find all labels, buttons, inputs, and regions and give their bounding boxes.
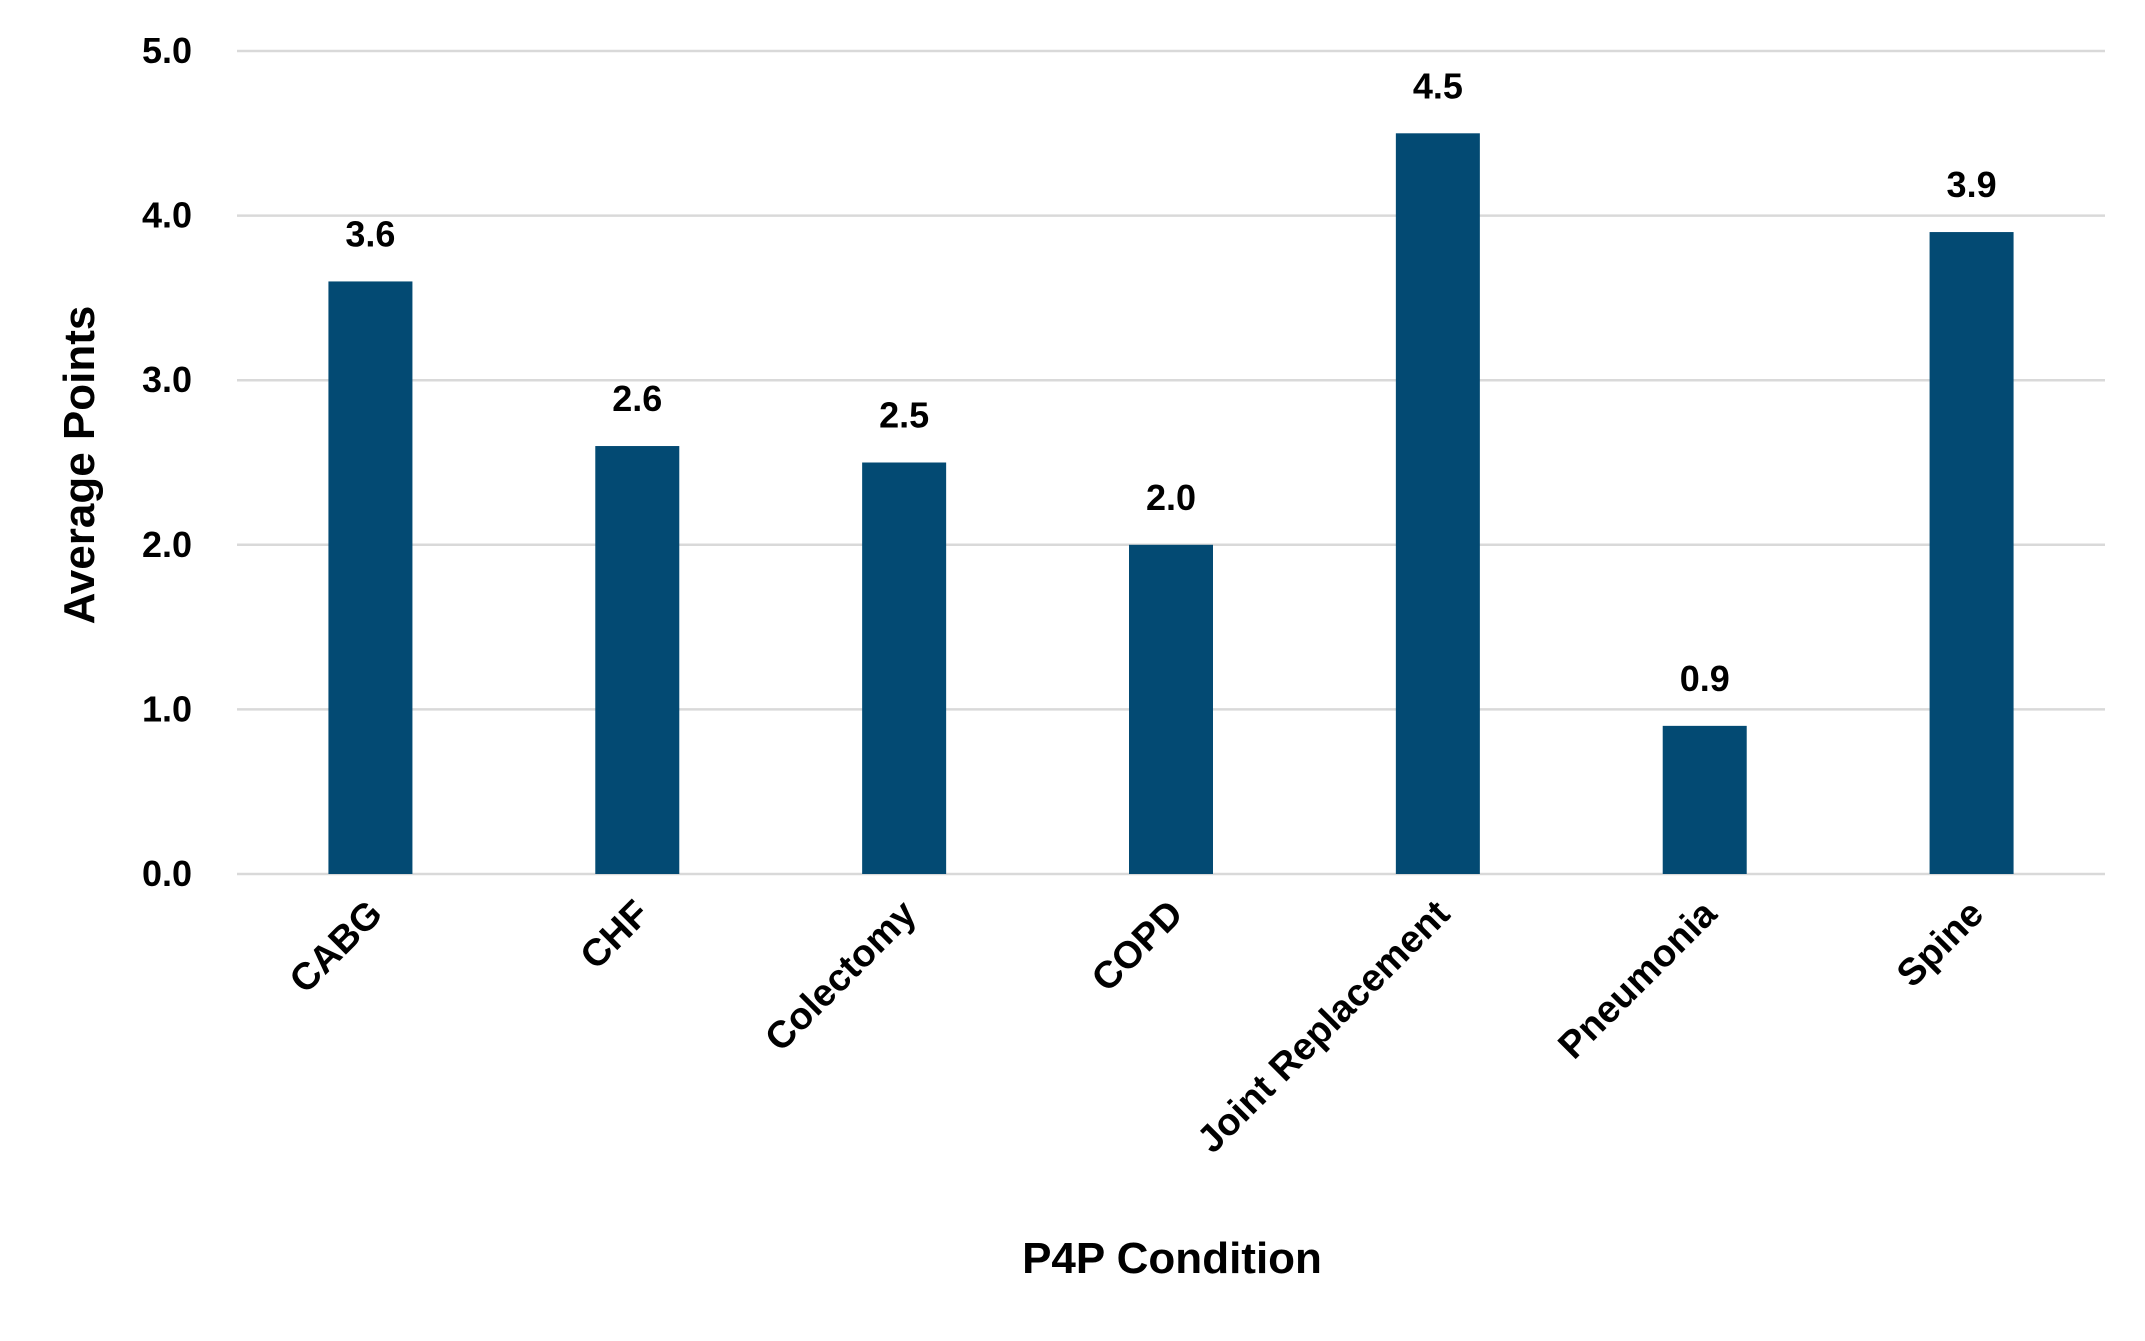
data-label: 2.6 xyxy=(612,378,662,419)
bar xyxy=(1662,725,1747,874)
x-tick-label: CABG xyxy=(282,893,391,1002)
bar xyxy=(328,281,413,874)
bar xyxy=(862,462,947,874)
data-label: 2.5 xyxy=(879,395,929,436)
x-axis-title: P4P Condition xyxy=(1022,1234,1322,1283)
data-labels: 3.6 2.6 2.5 2.0 4.5 0.9 3.9 xyxy=(345,65,1996,699)
bar xyxy=(1129,544,1213,874)
y-axis-title: Average Points xyxy=(55,306,104,625)
bar xyxy=(1929,232,2014,874)
y-tick-label: 1.0 xyxy=(142,688,192,729)
data-label: 0.9 xyxy=(1680,658,1730,699)
bar xyxy=(595,446,680,874)
data-label: 3.6 xyxy=(345,213,395,254)
data-label: 4.5 xyxy=(1413,65,1463,106)
x-tick-label: Colectomy xyxy=(757,893,924,1060)
x-tick-label: Pneumonia xyxy=(1551,892,1726,1067)
x-tick-label: Spine xyxy=(1889,893,1992,996)
y-axis-tick-labels: 0.0 1.0 2.0 3.0 4.0 5.0 xyxy=(142,30,192,894)
y-tick-label: 0.0 xyxy=(142,853,192,894)
data-label: 2.0 xyxy=(1146,477,1196,518)
y-tick-label: 2.0 xyxy=(142,524,192,565)
x-tick-label: COPD xyxy=(1084,893,1191,1000)
y-tick-label: 5.0 xyxy=(142,30,192,71)
bar xyxy=(1395,133,1480,875)
y-tick-label: 3.0 xyxy=(142,359,192,400)
bars xyxy=(328,133,2014,875)
data-label: 3.9 xyxy=(1947,164,1997,205)
x-tick-label: CHF xyxy=(573,893,658,978)
x-tick-label: Joint Replacement xyxy=(1190,892,1459,1161)
y-tick-label: 4.0 xyxy=(142,195,192,236)
